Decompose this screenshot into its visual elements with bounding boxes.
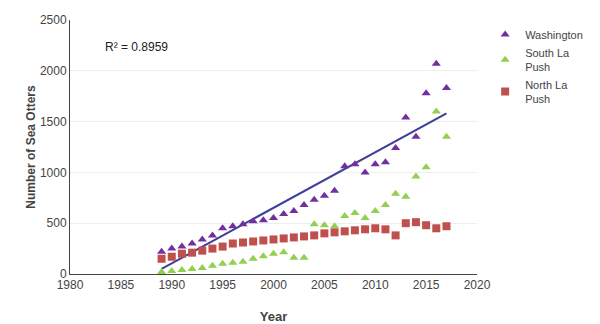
svg-text:2000: 2000 bbox=[40, 64, 67, 78]
svg-text:1500: 1500 bbox=[40, 115, 67, 129]
svg-text:2015: 2015 bbox=[413, 278, 440, 292]
svg-text:2500: 2500 bbox=[40, 13, 67, 27]
svg-text:North LaPush: North LaPush bbox=[525, 79, 568, 105]
svg-text:1000: 1000 bbox=[40, 166, 67, 180]
svg-text:1985: 1985 bbox=[108, 278, 135, 292]
svg-text:R² = 0.8959: R² = 0.8959 bbox=[105, 40, 168, 54]
svg-text:South LaPush: South LaPush bbox=[525, 47, 570, 73]
svg-text:Washington: Washington bbox=[525, 29, 583, 41]
svg-text:1995: 1995 bbox=[209, 278, 236, 292]
svg-text:Number of Sea Otters: Number of Sea Otters bbox=[24, 85, 38, 209]
svg-text:2010: 2010 bbox=[362, 278, 389, 292]
svg-text:Year: Year bbox=[260, 309, 287, 324]
svg-text:2005: 2005 bbox=[311, 278, 338, 292]
svg-text:2000: 2000 bbox=[260, 278, 287, 292]
svg-text:1980: 1980 bbox=[57, 278, 84, 292]
svg-text:2020: 2020 bbox=[464, 278, 491, 292]
svg-text:500: 500 bbox=[47, 216, 67, 230]
svg-text:0: 0 bbox=[60, 267, 67, 281]
svg-text:1990: 1990 bbox=[158, 278, 185, 292]
